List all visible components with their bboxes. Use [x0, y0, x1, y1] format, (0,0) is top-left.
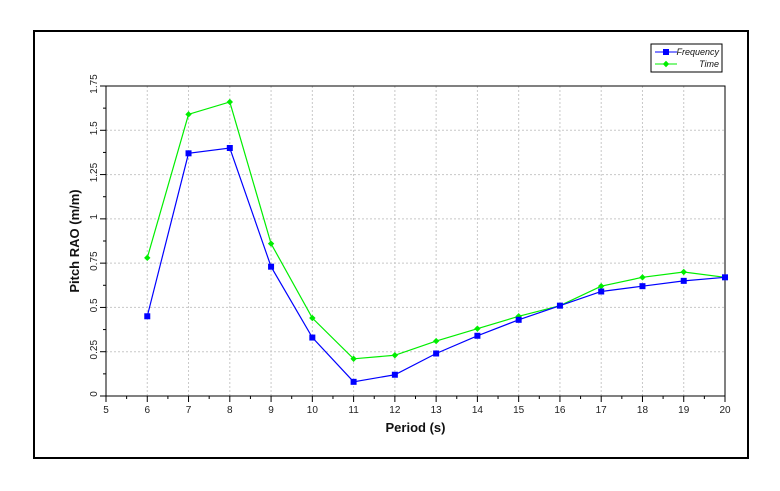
x-tick-label: 14	[472, 405, 484, 416]
legend-marker-frequency	[663, 49, 669, 55]
legend: Frequency Time	[650, 43, 723, 73]
point-frequency	[185, 150, 192, 157]
point-frequency	[350, 378, 357, 385]
point-time	[391, 352, 399, 359]
point-frequency	[598, 288, 605, 295]
y-tick-label: 1.25	[89, 162, 100, 182]
x-tick-label: 18	[637, 405, 649, 416]
x-tick-label: 7	[186, 405, 192, 416]
point-time	[432, 337, 440, 345]
point-frequency	[268, 263, 275, 270]
y-tick-label: 0.25	[89, 340, 100, 360]
point-frequency	[722, 274, 728, 281]
series-group	[144, 98, 729, 385]
legend-label-time: Time	[699, 59, 719, 69]
y-tick-label: 1.75	[89, 74, 100, 94]
legend-marker-time	[662, 60, 670, 68]
point-frequency	[474, 332, 481, 339]
point-time	[267, 240, 275, 247]
point-time	[639, 274, 646, 281]
point-time	[680, 268, 687, 276]
point-frequency	[391, 371, 398, 378]
chart-frame	[33, 30, 749, 459]
y-tick-label: 1	[89, 214, 100, 220]
point-time	[309, 314, 316, 322]
y-tick-label: 0	[89, 391, 100, 397]
point-time	[185, 111, 192, 118]
plot-area	[105, 85, 726, 397]
point-time	[598, 282, 605, 290]
point-frequency	[639, 283, 646, 290]
legend-box	[650, 43, 723, 73]
x-tick-label: 10	[307, 405, 319, 416]
point-frequency	[226, 145, 233, 151]
x-tick-label: 20	[719, 405, 731, 416]
point-time	[474, 325, 481, 332]
point-time	[144, 254, 151, 262]
legend-label-frequency: Frequency	[676, 47, 719, 57]
x-tick-label: 5	[103, 405, 109, 416]
point-frequency	[144, 313, 151, 320]
x-tick-label: 19	[678, 405, 690, 416]
point-time	[226, 98, 233, 106]
x-tick-label: 17	[596, 405, 608, 416]
x-tick-label: 11	[348, 405, 359, 416]
point-time	[350, 355, 357, 362]
x-axis-title: Period (s)	[386, 420, 446, 435]
point-frequency	[556, 302, 563, 309]
x-tick-label: 6	[144, 405, 150, 416]
x-axis-ticks: 5 6 7 8 9 10 11 12 13 14 15 16 17 18 19 20	[103, 396, 731, 416]
y-tick-label: 0.5	[89, 298, 100, 312]
x-tick-label: 8	[227, 405, 233, 416]
point-frequency	[680, 277, 687, 284]
x-tick-label: 9	[268, 405, 274, 416]
x-tick-label: 16	[554, 405, 566, 416]
grid-lines	[106, 86, 725, 396]
y-tick-label: 0.75	[89, 251, 100, 271]
point-frequency	[433, 350, 440, 357]
point-frequency	[515, 316, 522, 323]
x-tick-label: 12	[389, 405, 401, 416]
y-axis-ticks: 0 0.25 0.5 0.75 1 1.25 1.5 1.75	[89, 74, 106, 397]
x-tick-label: 15	[513, 405, 525, 416]
y-tick-label: 1.5	[89, 121, 100, 135]
x-tick-label: 13	[431, 405, 443, 416]
point-frequency	[309, 334, 316, 341]
y-axis-title: Pitch RAO (m/m)	[67, 189, 82, 292]
